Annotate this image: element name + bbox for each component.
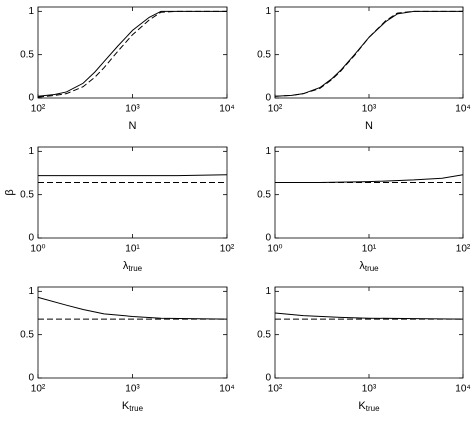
x-tick-label: 10³ xyxy=(362,384,377,395)
x-tick-label: 10² xyxy=(268,104,283,115)
x-axis-label-main: N xyxy=(129,120,137,132)
x-tick-label: 10² xyxy=(220,244,235,255)
x-axis-label: λtrue xyxy=(359,260,379,273)
x-axis-label: Ktrue xyxy=(358,400,380,413)
y-tick-label: 0 xyxy=(28,373,34,384)
x-tick-label: 10⁴ xyxy=(455,104,470,115)
series-line xyxy=(37,296,228,320)
x-tick-label: 10² xyxy=(31,384,46,395)
y-tick-label: 0 xyxy=(28,233,34,244)
x-axis-label: N xyxy=(129,120,137,132)
axes-box xyxy=(37,286,228,379)
x-tick-label: 10⁴ xyxy=(219,384,234,395)
series-line xyxy=(274,10,463,97)
x-tick-label: 10² xyxy=(268,384,283,395)
x-tick-label: 10⁰ xyxy=(30,244,45,255)
x-axis-label-main: λ xyxy=(123,260,129,272)
axes-box xyxy=(274,146,464,239)
panel: 10² 10³ 10⁴ 0 0.5 1 Ktrue xyxy=(257,286,471,413)
x-axis-label: Ktrue xyxy=(122,400,144,413)
series-line xyxy=(275,174,464,184)
x-tick-label: 10² xyxy=(456,244,471,255)
x-tick-label: 10⁴ xyxy=(455,384,470,395)
y-tick-label: 0.5 xyxy=(20,189,34,200)
y-axis-label: β xyxy=(4,189,16,195)
x-axis-label-main: N xyxy=(365,120,373,132)
axes-box xyxy=(274,286,464,379)
panel: 10² 10³ 10⁴ 0 0.5 1 N xyxy=(257,6,471,132)
x-axis-label-main: K xyxy=(122,400,130,412)
y-tick-label: 0.5 xyxy=(257,189,271,200)
x-tick-label: 10¹ xyxy=(125,244,140,255)
panel: 10² 10³ 10⁴ 0 0.5 1 Ktrue xyxy=(20,286,235,413)
x-tick-label: 10² xyxy=(31,104,46,115)
x-tick-label: 10³ xyxy=(125,384,140,395)
series-line xyxy=(38,174,228,177)
y-tick-label: 1 xyxy=(28,6,34,17)
x-tick-label: 10¹ xyxy=(362,244,377,255)
panel: 10⁰ 10¹ 10² 0 0.5 1 λtrue xyxy=(257,146,471,273)
y-tick-label: 1 xyxy=(265,146,271,157)
axes-box xyxy=(37,6,228,99)
x-tick-label: 10³ xyxy=(362,104,377,115)
axes-box xyxy=(37,146,228,239)
x-axis-label-main: K xyxy=(358,400,366,412)
y-tick-label: 1 xyxy=(28,146,34,157)
y-tick-label: 0.5 xyxy=(257,49,271,60)
series-line xyxy=(274,10,463,97)
series-line xyxy=(37,10,227,98)
x-axis-label-sub: true xyxy=(129,404,143,413)
x-axis-label-sub: true xyxy=(365,264,379,273)
y-tick-label: 0.5 xyxy=(20,329,34,340)
y-tick-label: 1 xyxy=(28,286,34,297)
x-tick-label: 10⁴ xyxy=(219,104,234,115)
y-tick-label: 1 xyxy=(265,6,271,17)
x-tick-label: 10³ xyxy=(125,104,140,115)
x-axis-label-main: λ xyxy=(359,260,365,272)
y-tick-label: 0 xyxy=(265,93,271,104)
y-tick-label: 0 xyxy=(265,373,271,384)
x-axis-label: N xyxy=(365,120,373,132)
y-tick-label: 1 xyxy=(265,286,271,297)
series-line xyxy=(274,312,464,320)
y-tick-label: 0 xyxy=(28,93,34,104)
y-tick-label: 0.5 xyxy=(257,329,271,340)
panel: 10² 10³ 10⁴ 0 0.5 1 N xyxy=(20,6,235,132)
x-axis-label-sub: true xyxy=(366,404,380,413)
y-tick-label: 0 xyxy=(265,233,271,244)
x-axis-label-sub: true xyxy=(128,264,142,273)
series-line xyxy=(37,10,227,97)
x-tick-label: 10⁰ xyxy=(267,244,282,255)
x-axis-label: λtrue xyxy=(123,260,143,273)
axes-box xyxy=(274,6,464,99)
y-tick-label: 0.5 xyxy=(20,49,34,60)
panel: 10⁰ 10¹ 10² 0 0.5 1 λtrue β xyxy=(4,146,235,273)
